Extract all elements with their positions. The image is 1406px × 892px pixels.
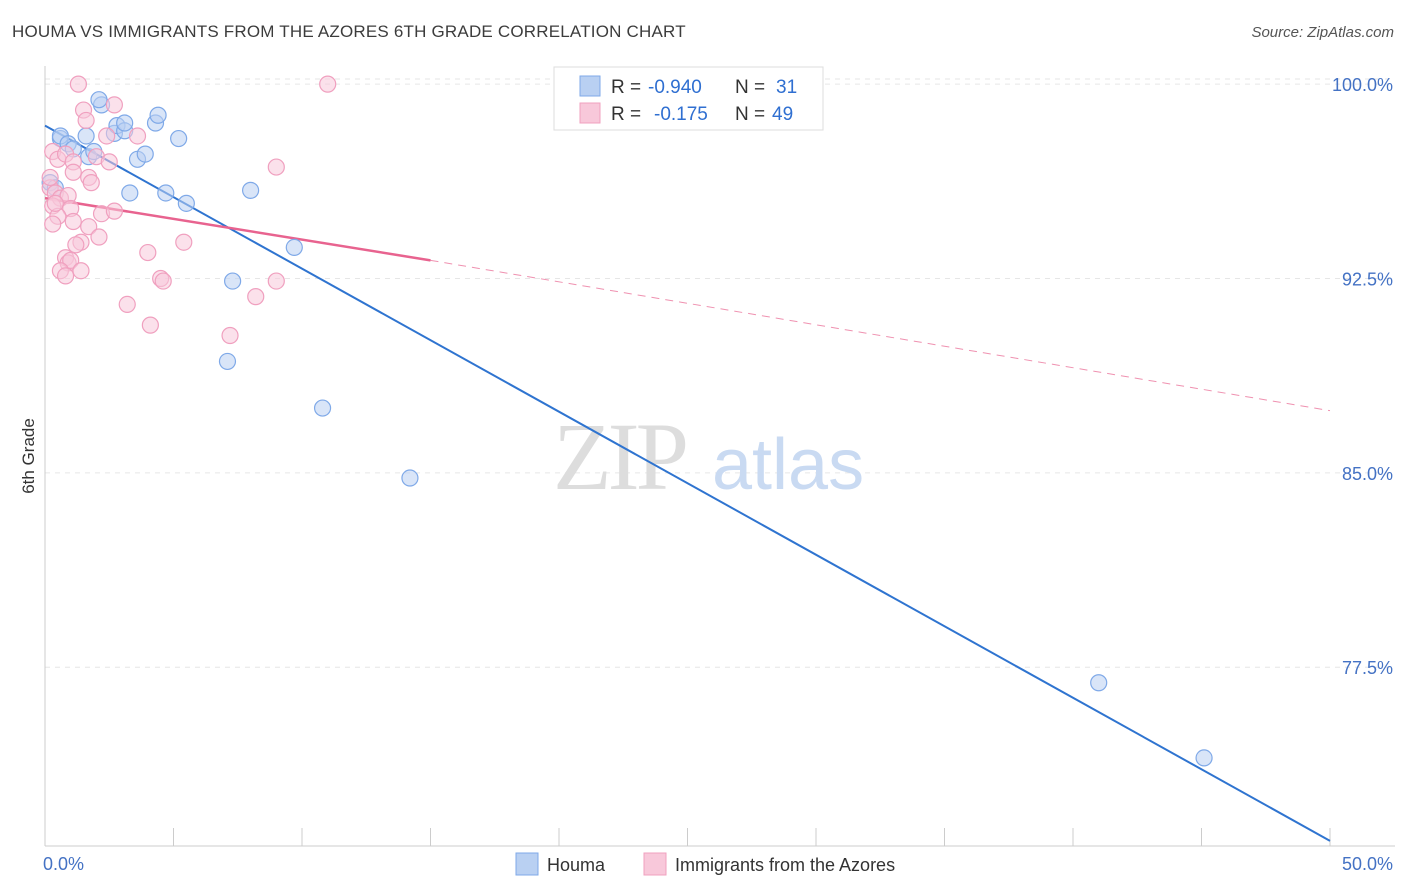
point-azores-1 — [319, 75, 337, 93]
legend-r-value-1: -0.940 — [648, 77, 702, 98]
point-houma-27 — [1090, 674, 1108, 692]
bottom-legend-houma: Houma — [547, 855, 606, 875]
point-azores-4 — [77, 111, 95, 130]
chart-source: Source: ZipAtlas.com — [1251, 24, 1394, 41]
point-azores-33 — [56, 267, 75, 285]
gridlines — [45, 78, 1395, 668]
point-azores-40 — [221, 326, 239, 345]
y-tick-label-0: 100.0% — [1332, 75, 1393, 95]
bottom-legend-swatch-houma — [515, 852, 539, 876]
point-azores-34 — [139, 243, 157, 262]
trendline-houma — [44, 124, 1331, 842]
point-azores-0 — [69, 75, 88, 93]
point-houma-26 — [401, 469, 419, 487]
point-azores-44 — [41, 168, 59, 187]
point-azores-31 — [72, 262, 90, 280]
point-houma-19 — [157, 184, 175, 202]
point-azores-23 — [90, 228, 108, 246]
legend-r-label-1: R = — [611, 77, 641, 98]
point-houma-25 — [313, 399, 332, 417]
point-houma-8 — [90, 91, 108, 109]
y-tick-label-2: 85.0% — [1342, 464, 1393, 484]
point-houma-17 — [170, 129, 188, 148]
legend-r-value-2: -0.175 — [654, 104, 708, 125]
legend-n-label-2: N = — [735, 104, 765, 125]
point-houma-18 — [121, 184, 139, 202]
point-azores-25 — [67, 236, 85, 254]
axes — [44, 66, 1395, 847]
point-azores-46 — [128, 127, 147, 145]
point-azores-38 — [118, 295, 136, 314]
point-azores-22 — [80, 218, 98, 236]
bottom-legend-swatch-azores — [643, 852, 667, 876]
point-azores-2 — [105, 96, 123, 114]
bottom-legend-azores: Immigrants from the Azores — [675, 855, 895, 875]
legend-n-label-1: N = — [735, 77, 765, 98]
point-azores-21 — [64, 212, 82, 231]
legend-swatch-houma — [579, 75, 601, 97]
point-azores-12 — [82, 174, 100, 192]
chart-title: HOUMA VS IMMIGRANTS FROM THE AZORES 6TH … — [12, 22, 686, 41]
point-houma-4 — [77, 127, 95, 145]
bottom-legend: Houma Immigrants from the Azores — [515, 852, 895, 876]
point-houma-21 — [242, 181, 260, 199]
point-houma-12 — [116, 114, 134, 132]
point-azores-48 — [64, 163, 82, 181]
y-axis-title: 6th Grade — [19, 418, 38, 494]
point-azores-20 — [44, 215, 62, 233]
point-azores-5 — [98, 127, 116, 145]
point-azores-35 — [175, 233, 193, 251]
legend: R = -0.940 N = 31 R = -0.175 N = 49 — [553, 66, 824, 131]
point-azores-45 — [100, 153, 118, 171]
point-azores-47 — [46, 194, 64, 212]
point-azores-37 — [154, 272, 172, 290]
legend-swatch-azores — [579, 102, 601, 124]
point-azores-42 — [267, 272, 285, 290]
trendline-azores-extension — [430, 259, 1331, 412]
data-points — [41, 75, 1213, 767]
point-houma-24 — [285, 238, 303, 256]
y-tick-label-1: 92.5% — [1342, 269, 1393, 289]
point-houma-20 — [177, 194, 195, 212]
y-tick-label-3: 77.5% — [1342, 658, 1393, 678]
watermark-atlas: atlas — [712, 425, 864, 505]
point-houma-23 — [218, 352, 237, 371]
point-azores-39 — [141, 316, 159, 334]
trendlines — [44, 124, 1331, 842]
point-houma-28 — [1195, 749, 1213, 767]
y-tick-labels: 100.0% 92.5% 85.0% 77.5% — [1332, 75, 1393, 678]
point-azores-41 — [247, 288, 265, 306]
legend-n-value-1: 31 — [776, 77, 797, 98]
legend-r-label-2: R = — [611, 104, 641, 125]
legend-n-value-2: 49 — [772, 104, 793, 125]
x-tick-label-1: 50.0% — [1342, 854, 1393, 874]
point-houma-14 — [136, 145, 154, 163]
point-houma-22 — [224, 272, 242, 290]
point-azores-27 — [105, 202, 123, 220]
x-tick-labels: 0.0% 50.0% — [43, 854, 1393, 874]
point-azores-30 — [62, 251, 80, 269]
x-tick-label-0: 0.0% — [43, 854, 84, 874]
point-houma-16 — [149, 106, 167, 124]
point-azores-43 — [267, 158, 285, 176]
